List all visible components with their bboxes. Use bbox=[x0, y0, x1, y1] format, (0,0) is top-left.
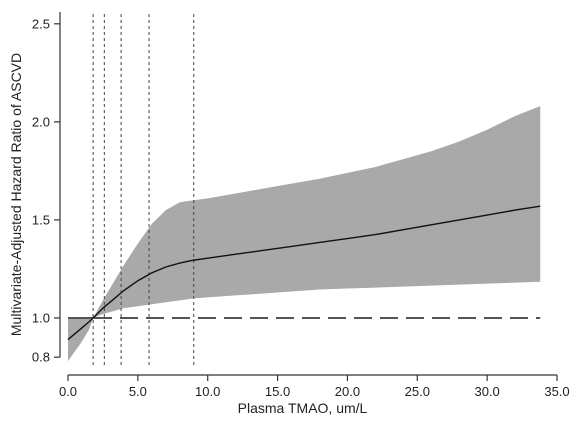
x-tick-label: 20.0 bbox=[335, 384, 360, 399]
y-tick-label: 0.8 bbox=[32, 350, 50, 365]
x-tick-label: 10.0 bbox=[195, 384, 220, 399]
axes: 0.8 1.0 1.5 2.0 2.5 0.0 5.0 10.0 15.0 20.0 25.0 30.… bbox=[32, 12, 570, 399]
confidence-band bbox=[68, 106, 541, 362]
y-tick-label: 1.0 bbox=[32, 310, 50, 325]
y-tick-label: 2.0 bbox=[32, 114, 50, 129]
x-tick-label: 0.0 bbox=[59, 384, 77, 399]
y-tick-label: 1.5 bbox=[32, 212, 50, 227]
hazard-ratio-line bbox=[67, 205, 541, 341]
x-tick-label: 25.0 bbox=[405, 384, 430, 399]
x-tick-label: 35.0 bbox=[544, 384, 569, 399]
x-tick-label: 5.0 bbox=[129, 384, 147, 399]
x-tick-label: 30.0 bbox=[474, 384, 499, 399]
y-tick-label: 2.5 bbox=[32, 16, 50, 31]
y-axis-title: Multivariate-Adjusted Hazard Ratio of AS… bbox=[8, 53, 24, 336]
plot-area bbox=[67, 14, 541, 367]
x-axis-title: Plasma TMAO, um/L bbox=[238, 400, 368, 416]
x-tick-label: 15.0 bbox=[265, 384, 290, 399]
